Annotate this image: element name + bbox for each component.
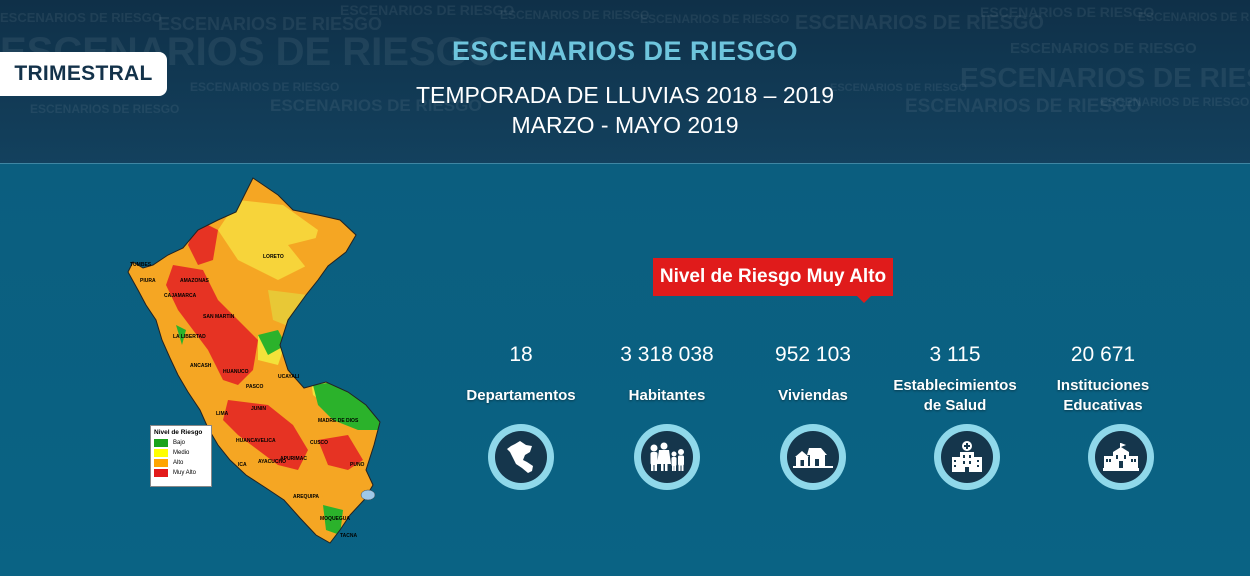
region-label-junin: JUNIN (251, 406, 266, 412)
region-label-amazonas: AMAZONAS (180, 278, 210, 284)
stat-label: Habitantes (628, 387, 706, 404)
region-label-ucayali: UCAYALI (278, 374, 300, 380)
legend-swatch (154, 449, 168, 457)
stat-icon-ring (488, 424, 554, 490)
watermark-text: ESCENARIOS DE RIESGO (30, 102, 180, 116)
school-icon (1103, 443, 1139, 471)
watermark-text: ESCENARIOS DE RIESGO (905, 96, 1142, 117)
region-label-huanuco: HUANUCO (223, 369, 249, 375)
stat-value: 3 115 (929, 343, 981, 366)
watermark-text: ESCENARIOS DE RIESGO (340, 2, 515, 18)
page-title: ESCENARIOS DE RIESGO (451, 36, 799, 66)
watermark-text: ESCENARIOS DE RIESGO (500, 8, 650, 22)
stat-label: Departamentos (466, 387, 576, 404)
stat-viviendas: 952 103 Viviendas (738, 340, 888, 490)
peru-risk-map: LORETO TUMBES PIURA AMAZONAS CAJAMARCA S… (127, 177, 381, 544)
hospital-icon (952, 441, 982, 472)
stat-label: Establecimientos de Salud (893, 377, 1017, 414)
legend-item-bajo: Bajo (151, 438, 211, 448)
watermark-text: ESCENARIOS DE RIESGO (830, 82, 967, 94)
stat-habitantes: 3 318 038 Habitantes (592, 340, 742, 490)
watermark-text: ESCENARIOS DE RIESGO (795, 12, 1044, 34)
region-label-cajamarca: CAJAMARCA (164, 293, 197, 299)
region-label-ayacucho: AYACUCHO (258, 459, 286, 465)
legend-item-medio: Medio (151, 448, 211, 458)
region-label-puno: PUNO (350, 462, 365, 468)
watermark-text: ESCENARIOS DE RIESGO (1100, 95, 1250, 109)
region-label-ancash: ANCASH (190, 363, 212, 369)
legend-swatch (154, 459, 168, 467)
region-label-la-libertad: LA LIBERTAD (173, 334, 206, 340)
region-label-loreto: LORETO (263, 254, 284, 260)
region-label-apurimac: APURIMAC (280, 456, 307, 462)
header-banner: ESCENARIOS DE RIESGO ESCENARIOS DE RIESG… (0, 0, 1250, 164)
legend-swatch (154, 439, 168, 447)
banner-pointer (857, 296, 871, 303)
region-label-huancavelica: HUANCAVELICA (236, 438, 276, 444)
stat-value: 20 671 (1070, 343, 1136, 366)
divider (0, 163, 1250, 164)
region-label-piura: PIURA (140, 278, 156, 284)
legend-label: Bajo (173, 440, 186, 446)
legend-label: Muy Alto (173, 470, 197, 476)
stat-label: Viviendas (778, 387, 848, 404)
region-label-moquegua: MOQUEGUA (320, 516, 350, 522)
stat-departamentos: 18 Departamentos (446, 340, 596, 490)
watermark-text: ESCENARIOS DE RIESGO (1138, 10, 1250, 24)
banner-label: Nivel de Riesgo Muy Alto (659, 266, 887, 287)
legend-swatch (154, 469, 168, 477)
stat-icon-ring (1088, 424, 1154, 490)
watermark-text: ESCENARIOS DE RIESGO (0, 10, 162, 25)
legend-title: Nivel de Riesgo (154, 429, 203, 436)
badge-label: TRIMESTRAL (14, 62, 153, 85)
region-label-madre-de-dios: MADRE DE DIOS (318, 418, 359, 424)
region-label-ica: ICA (238, 462, 247, 468)
region-label-cusco: CUSCO (310, 440, 328, 446)
watermark-text: ESCENARIOS DE RIESGO (270, 96, 482, 115)
watermark-text: ESCENARIOS DE RIESGO (980, 4, 1155, 20)
legend-label: Medio (173, 450, 190, 456)
stat-establecimientos-salud: 3 115 Establecimientos de Salud (880, 340, 1030, 490)
people-icon (650, 442, 684, 471)
stat-icon-ring (780, 424, 846, 490)
houses-icon (793, 448, 833, 468)
stat-icon-ring (934, 424, 1000, 490)
legend-item-alto: Alto (151, 458, 211, 468)
region-label-lima: LIMA (216, 411, 229, 417)
watermark-text: ESCENARIOS DE RIESGO (158, 14, 383, 34)
trimestral-badge: TRIMESTRAL (0, 52, 167, 96)
legend-item-muy-alto: Muy Alto (151, 468, 211, 478)
watermark-text: ESCENARIOS DE RIESGO (1010, 40, 1197, 57)
watermark-text: ESCENARIOS DE RIESGO (190, 80, 340, 94)
watermark-text: ESCENARIOS DE RIESGO (640, 12, 790, 26)
map-legend: Nivel de Riesgo Bajo Medio Alto Muy Alto (150, 425, 212, 487)
region-label-tumbes: TUMBES (130, 262, 152, 268)
stat-instituciones-educativas: 20 671 Instituciones Educativas (1028, 340, 1178, 490)
stat-icon-ring (634, 424, 700, 490)
stat-value: 3 318 038 (620, 343, 714, 366)
stat-value: 952 103 (775, 343, 851, 366)
stat-value: 18 (509, 343, 533, 366)
stat-label: Instituciones Educativas (1056, 377, 1150, 414)
watermark-text: ESCENARIOS DE RIESGO (960, 62, 1250, 93)
risk-level-banner: Nivel de Riesgo Muy Alto (653, 258, 893, 296)
legend-label: Alto (173, 460, 184, 466)
region-label-arequipa: AREQUIPA (293, 494, 319, 500)
peru-map-icon (507, 441, 533, 473)
region-label-tacna: TACNA (340, 533, 358, 539)
region-label-pasco: PASCO (246, 384, 264, 390)
period-subtitle: MARZO - MAYO 2019 (511, 112, 739, 138)
region-label-san-martin: SAN MARTIN (203, 314, 235, 320)
season-subtitle: TEMPORADA DE LLUVIAS 2018 – 2019 (415, 82, 835, 108)
